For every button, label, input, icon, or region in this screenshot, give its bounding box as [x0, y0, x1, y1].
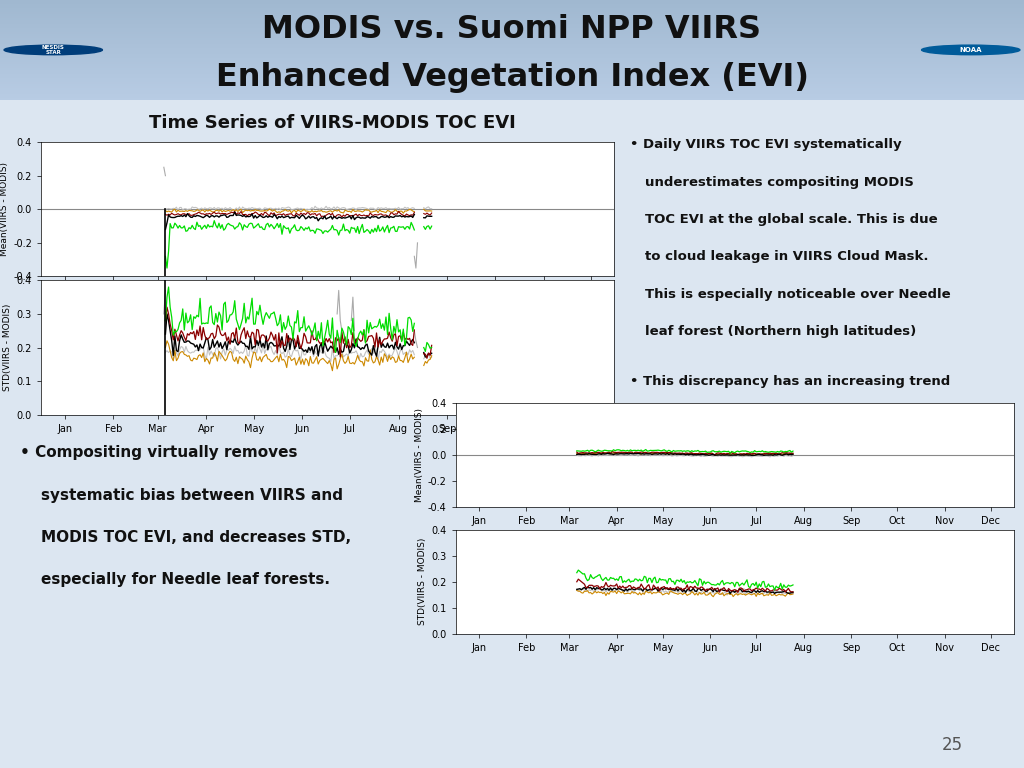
Bar — [0, 42, 1024, 44]
Bar — [0, 96, 1024, 98]
Bar — [0, 20, 1024, 22]
Text: underestimates compositing MODIS: underestimates compositing MODIS — [645, 176, 914, 189]
Text: • Daily VIIRS TOC EVI systematically: • Daily VIIRS TOC EVI systematically — [630, 138, 901, 151]
Bar — [0, 40, 1024, 42]
Bar — [0, 32, 1024, 34]
Text: to cloud leakage in VIIRS Cloud Mask.: to cloud leakage in VIIRS Cloud Mask. — [645, 250, 929, 263]
Bar — [0, 80, 1024, 82]
Bar — [0, 14, 1024, 16]
Bar — [0, 66, 1024, 68]
Bar — [0, 78, 1024, 80]
Bar — [0, 86, 1024, 88]
Bar — [0, 54, 1024, 56]
Bar — [0, 10, 1024, 12]
Bar — [0, 62, 1024, 64]
Bar — [0, 92, 1024, 94]
Text: Time Series of VIIRS-MODIS TOC EVI: Time Series of VIIRS-MODIS TOC EVI — [150, 114, 516, 132]
Bar — [0, 24, 1024, 26]
Text: • Compositing virtually removes: • Compositing virtually removes — [20, 445, 298, 461]
Y-axis label: STD(VIIRS - MODIS): STD(VIIRS - MODIS) — [3, 304, 12, 391]
Text: TOC EVI at the global scale. This is due: TOC EVI at the global scale. This is due — [645, 213, 938, 226]
Text: Enhanced Vegetation Index (EVI): Enhanced Vegetation Index (EVI) — [215, 62, 809, 94]
Bar — [0, 4, 1024, 6]
Bar — [0, 84, 1024, 86]
Bar — [0, 38, 1024, 40]
Bar — [0, 88, 1024, 90]
Bar — [0, 56, 1024, 58]
Bar — [0, 18, 1024, 20]
Bar — [0, 68, 1024, 70]
Text: natural seasonality of cloud coverage: natural seasonality of cloud coverage — [645, 449, 928, 462]
Bar — [0, 8, 1024, 10]
Bar — [0, 30, 1024, 32]
Bar — [0, 22, 1024, 24]
Bar — [0, 64, 1024, 66]
Text: 25: 25 — [942, 736, 963, 754]
Bar — [0, 16, 1024, 18]
Text: NOAA: NOAA — [959, 47, 982, 53]
Bar — [0, 48, 1024, 50]
Text: MODIS TOC EVI, and decreases STD,: MODIS TOC EVI, and decreases STD, — [41, 530, 351, 545]
Bar — [0, 0, 1024, 2]
Bar — [0, 50, 1024, 52]
Bar — [0, 28, 1024, 30]
Bar — [0, 94, 1024, 96]
Y-axis label: Mean(VIIRS - MODIS): Mean(VIIRS - MODIS) — [415, 408, 424, 502]
Bar — [0, 2, 1024, 4]
Text: from Spring to Summer probably due to: from Spring to Summer probably due to — [645, 412, 945, 425]
Y-axis label: STD(VIIRS - MODIS): STD(VIIRS - MODIS) — [418, 538, 427, 625]
Bar — [0, 44, 1024, 46]
Text: MODIS vs. Suomi NPP VIIRS: MODIS vs. Suomi NPP VIIRS — [262, 15, 762, 45]
Bar — [0, 74, 1024, 76]
Text: This is especially noticeable over Needle: This is especially noticeable over Needl… — [645, 287, 950, 300]
Text: leaf forest (Northern high latitudes): leaf forest (Northern high latitudes) — [645, 325, 916, 338]
Bar — [0, 52, 1024, 54]
Text: NESDIS
STAR: NESDIS STAR — [42, 45, 65, 55]
Circle shape — [4, 45, 102, 55]
Text: • This discrepancy has an increasing trend: • This discrepancy has an increasing tre… — [630, 375, 950, 388]
Text: systematic bias between VIIRS and: systematic bias between VIIRS and — [41, 488, 343, 503]
Bar — [0, 34, 1024, 36]
Bar — [0, 26, 1024, 28]
Bar — [0, 12, 1024, 14]
Bar — [0, 98, 1024, 100]
Circle shape — [922, 45, 1020, 55]
Bar — [0, 90, 1024, 92]
Bar — [0, 46, 1024, 48]
Bar — [0, 72, 1024, 74]
Text: especially for Needle leaf forests.: especially for Needle leaf forests. — [41, 572, 330, 588]
Bar — [0, 58, 1024, 60]
Bar — [0, 36, 1024, 38]
Bar — [0, 76, 1024, 78]
Bar — [0, 82, 1024, 84]
Bar — [0, 6, 1024, 8]
Y-axis label: Mean(VIIRS - MODIS): Mean(VIIRS - MODIS) — [0, 162, 9, 257]
Bar — [0, 70, 1024, 72]
Bar — [0, 60, 1024, 62]
